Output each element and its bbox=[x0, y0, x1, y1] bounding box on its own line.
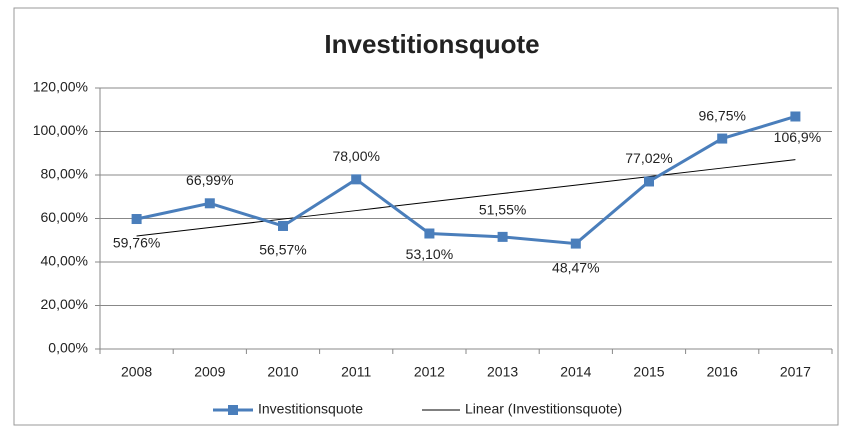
marker bbox=[644, 176, 654, 187]
x-tick-label: 2009 bbox=[194, 364, 225, 380]
marker bbox=[717, 133, 728, 144]
data-label: 77,02% bbox=[625, 150, 672, 166]
marker bbox=[278, 220, 288, 231]
y-tick-label: 60,00% bbox=[41, 209, 88, 225]
legend-marker bbox=[228, 405, 238, 415]
y-tick-label: 40,00% bbox=[41, 253, 88, 269]
marker bbox=[790, 111, 801, 122]
x-tick-label: 2012 bbox=[414, 364, 445, 380]
series-line bbox=[136, 115, 796, 246]
data-label: 78,00% bbox=[332, 148, 379, 164]
x-tick-label: 2016 bbox=[707, 364, 738, 380]
x-tick-label: 2013 bbox=[487, 364, 518, 380]
chart-title: Investitionsquote bbox=[324, 29, 539, 59]
data-label: 48,47% bbox=[552, 259, 599, 275]
x-tick-label: 2010 bbox=[267, 364, 298, 380]
x-tick-label: 2011 bbox=[341, 364, 371, 380]
trend-line bbox=[136, 159, 796, 237]
marker bbox=[351, 174, 362, 185]
x-tick-label: 2015 bbox=[633, 364, 664, 380]
legend-label: Investitionsquote bbox=[258, 401, 363, 417]
marker bbox=[424, 228, 435, 239]
data-label: 96,75% bbox=[698, 107, 745, 123]
data-label: 56,57% bbox=[259, 242, 306, 258]
y-tick-label: 0,00% bbox=[48, 340, 88, 356]
data-label: 51,55% bbox=[479, 202, 526, 218]
x-tick-label: 2014 bbox=[560, 364, 591, 380]
marker bbox=[497, 231, 508, 242]
marker bbox=[204, 198, 215, 209]
x-tick-label: 2008 bbox=[121, 364, 152, 380]
data-label: 59,76% bbox=[113, 235, 160, 251]
marker bbox=[131, 214, 142, 225]
data-label: 106,9% bbox=[774, 129, 821, 145]
y-tick-label: 100,00% bbox=[33, 122, 88, 138]
data-label: 66,99% bbox=[186, 172, 233, 188]
y-tick-label: 120,00% bbox=[33, 79, 88, 95]
y-tick-label: 80,00% bbox=[41, 166, 88, 182]
legend-label: Linear (Investitionsquote) bbox=[465, 401, 622, 417]
marker bbox=[570, 238, 581, 249]
data-label: 53,10% bbox=[406, 246, 453, 262]
y-tick-label: 20,00% bbox=[41, 296, 88, 312]
x-tick-label: 2017 bbox=[780, 364, 811, 380]
